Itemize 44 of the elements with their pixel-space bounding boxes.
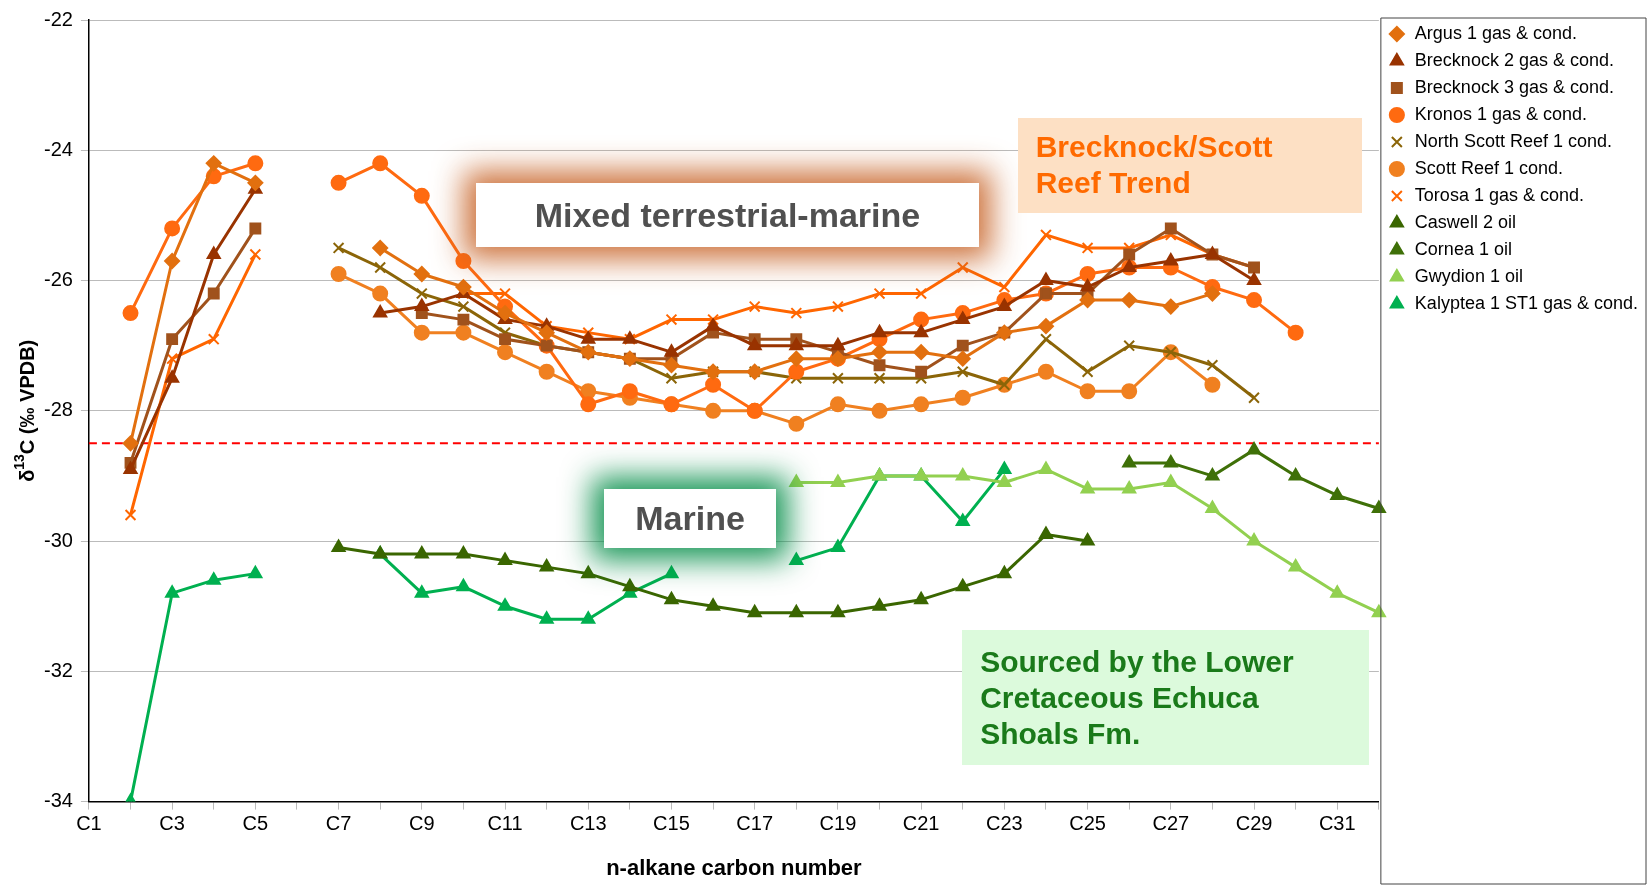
x-tick-label: C17 [736,812,774,835]
y-tick-label: -28 [44,398,73,421]
x-axis-title: n-alkane carbon number [606,854,863,880]
x-tick-label: C3 [159,812,185,835]
y-tick-label: -24 [44,137,73,160]
legend-label: Argus 1 gas & cond. [1414,22,1577,43]
x-tick-label: C21 [902,812,940,835]
note-box: Mixed terrestrial-marine [475,183,979,247]
legend-label: Brecknock 3 gas & cond. [1414,76,1614,97]
y-axis-title: δ13C (‰ VPDB) [10,339,38,482]
x-tick-label: C29 [1235,812,1273,835]
y-tick-label: -32 [44,658,73,681]
x-tick-label: C25 [1069,812,1106,835]
x-tick-label: C11 [487,812,523,835]
annotation: Marine [635,497,745,539]
note-box: Sourced by the Lower Cretaceous Echuca Shoals Fm. [962,630,1369,765]
x-tick-label: C5 [242,812,269,835]
legend-label: Kronos 1 gas & cond. [1414,103,1587,124]
note-box: Marine [603,488,777,548]
x-tick-label: C23 [986,812,1023,835]
legend-label: Caswell 2 oil [1414,211,1516,232]
x-tick-label: C13 [569,812,607,835]
x-tick-label: C15 [653,812,690,835]
x-tick-label: C7 [325,812,352,835]
x-tick-label: C27 [1152,812,1190,835]
legend-label: Gwydion 1 oil [1414,265,1523,286]
legend-label: Brecknock 2 gas & cond. [1414,49,1614,70]
legend-label: North Scott Reef 1 cond. [1414,130,1612,151]
legend-label: Scott Reef 1 cond. [1414,157,1563,178]
annotation: Brecknock/Scott Reef Trend [1035,129,1274,202]
x-tick-label: C19 [819,812,857,835]
note-box: Brecknock/Scott Reef Trend [1017,117,1363,214]
annotation: Sourced by the Lower Cretaceous Echuca Shoals Fm. [980,643,1295,752]
x-tick-label: C9 [409,812,435,835]
legend-label: Torosa 1 gas & cond. [1414,184,1584,205]
annotation: Mixed terrestrial-marine [534,194,921,236]
y-tick-label: -30 [44,528,73,551]
x-tick-label: C1 [76,812,102,835]
x-tick-label: C31 [1318,812,1356,835]
legend-label: Kalyptea 1 ST1 gas & cond. [1414,292,1638,313]
y-tick-label: -26 [44,268,73,291]
y-tick-label: -22 [44,7,73,30]
legend-label: Cornea 1 oil [1414,238,1512,259]
y-tick-label: -34 [44,789,73,812]
